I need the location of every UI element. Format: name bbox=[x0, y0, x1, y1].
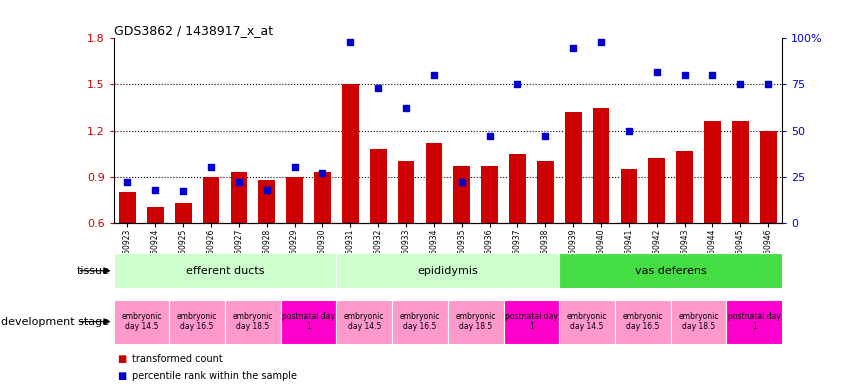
Text: efferent ducts: efferent ducts bbox=[186, 266, 264, 276]
Point bbox=[232, 179, 246, 185]
Text: embryonic
day 18.5: embryonic day 18.5 bbox=[679, 312, 719, 331]
Text: embryonic
day 18.5: embryonic day 18.5 bbox=[233, 312, 273, 331]
Point bbox=[344, 39, 357, 45]
Text: percentile rank within the sample: percentile rank within the sample bbox=[132, 371, 297, 381]
Bar bbox=[281, 300, 336, 344]
Point bbox=[204, 164, 218, 170]
Point bbox=[650, 68, 664, 74]
Text: vas deferens: vas deferens bbox=[635, 266, 706, 276]
Text: transformed count: transformed count bbox=[132, 354, 223, 364]
Bar bbox=[147, 207, 164, 223]
Text: embryonic
day 14.5: embryonic day 14.5 bbox=[567, 312, 607, 331]
Point bbox=[706, 72, 719, 78]
Text: development stage: development stage bbox=[1, 316, 109, 327]
Bar bbox=[615, 300, 670, 344]
Bar bbox=[342, 84, 358, 223]
Bar bbox=[315, 172, 331, 223]
Text: ■: ■ bbox=[118, 354, 130, 364]
Point bbox=[372, 85, 385, 91]
Bar bbox=[509, 154, 526, 223]
Bar bbox=[370, 149, 387, 223]
Bar bbox=[727, 300, 782, 344]
Text: embryonic
day 18.5: embryonic day 18.5 bbox=[456, 312, 496, 331]
Bar bbox=[114, 300, 169, 344]
Bar bbox=[759, 131, 776, 223]
Bar bbox=[392, 300, 447, 344]
Point bbox=[177, 188, 190, 194]
Point bbox=[761, 81, 775, 88]
Bar bbox=[648, 158, 665, 223]
Text: GDS3862 / 1438917_x_at: GDS3862 / 1438917_x_at bbox=[114, 24, 272, 37]
Text: postnatal day
1: postnatal day 1 bbox=[505, 312, 558, 331]
Bar bbox=[286, 177, 303, 223]
Bar bbox=[426, 143, 442, 223]
Point bbox=[260, 187, 273, 193]
Bar bbox=[119, 192, 136, 223]
Bar bbox=[676, 151, 693, 223]
Point bbox=[538, 133, 552, 139]
Bar bbox=[481, 166, 498, 223]
Bar bbox=[114, 253, 336, 288]
Point bbox=[733, 81, 747, 88]
Bar bbox=[447, 300, 504, 344]
Point bbox=[288, 164, 301, 170]
Text: tissue: tissue bbox=[77, 266, 109, 276]
Bar bbox=[336, 253, 559, 288]
Text: embryonic
day 14.5: embryonic day 14.5 bbox=[121, 312, 161, 331]
Text: embryonic
day 16.5: embryonic day 16.5 bbox=[399, 312, 440, 331]
Text: embryonic
day 14.5: embryonic day 14.5 bbox=[344, 312, 384, 331]
Bar bbox=[670, 300, 727, 344]
Bar bbox=[169, 300, 225, 344]
Bar bbox=[593, 108, 610, 223]
Bar bbox=[504, 300, 559, 344]
Bar bbox=[398, 161, 415, 223]
Text: postnatal day
1: postnatal day 1 bbox=[282, 312, 335, 331]
Bar bbox=[559, 253, 782, 288]
Bar bbox=[621, 169, 637, 223]
Bar bbox=[230, 172, 247, 223]
Bar bbox=[704, 121, 721, 223]
Bar bbox=[225, 300, 281, 344]
Bar bbox=[175, 203, 192, 223]
Text: embryonic
day 16.5: embryonic day 16.5 bbox=[177, 312, 217, 331]
Bar bbox=[336, 300, 392, 344]
Bar bbox=[203, 177, 220, 223]
Point bbox=[121, 179, 135, 185]
Point bbox=[678, 72, 691, 78]
Text: embryonic
day 16.5: embryonic day 16.5 bbox=[622, 312, 663, 331]
Point bbox=[399, 105, 413, 111]
Text: postnatal day
1: postnatal day 1 bbox=[727, 312, 780, 331]
Bar bbox=[732, 121, 748, 223]
Text: epididymis: epididymis bbox=[417, 266, 479, 276]
Point bbox=[510, 81, 524, 88]
Bar bbox=[258, 180, 275, 223]
Bar bbox=[565, 112, 582, 223]
Bar bbox=[537, 161, 553, 223]
Point bbox=[315, 170, 329, 176]
Point bbox=[455, 179, 468, 185]
Point bbox=[567, 45, 580, 51]
Point bbox=[149, 187, 162, 193]
Text: ■: ■ bbox=[118, 371, 130, 381]
Bar bbox=[453, 166, 470, 223]
Point bbox=[427, 72, 441, 78]
Point bbox=[595, 39, 608, 45]
Bar bbox=[559, 300, 615, 344]
Point bbox=[483, 133, 496, 139]
Point bbox=[622, 127, 636, 134]
